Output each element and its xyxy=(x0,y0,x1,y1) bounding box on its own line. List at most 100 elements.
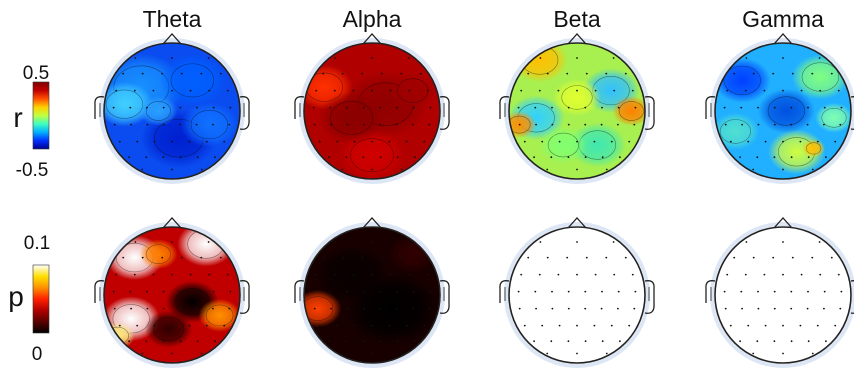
electrode-dot xyxy=(744,89,747,92)
electrode-dot xyxy=(328,340,330,343)
electrode-dot xyxy=(171,89,173,92)
electrode-dot xyxy=(576,273,578,276)
electrode-dot xyxy=(566,256,569,259)
electrode-dot xyxy=(115,273,118,276)
electrode-dot xyxy=(152,273,155,276)
electrode-dot xyxy=(806,123,809,126)
electrode-dot xyxy=(535,123,537,126)
electrode-dot xyxy=(567,307,570,310)
electrode-dot xyxy=(400,256,403,259)
electrode-dot xyxy=(733,72,736,75)
electrode-dot xyxy=(617,307,619,310)
nose xyxy=(362,217,382,229)
electrode-dot xyxy=(389,273,392,276)
electrode-dot xyxy=(782,168,784,171)
electrode-dot xyxy=(208,89,211,92)
electrode-dot xyxy=(830,72,833,75)
electrode-dot xyxy=(313,307,316,310)
topo-map xyxy=(304,227,440,363)
electrode-dot xyxy=(773,307,776,310)
electrode-dot xyxy=(171,168,173,171)
electrode-dot xyxy=(214,156,216,159)
head-outline xyxy=(714,42,852,180)
electrode-dot xyxy=(352,89,355,92)
electrode-dot xyxy=(745,241,748,243)
electrode-dot xyxy=(839,123,842,126)
electrode-dot xyxy=(180,72,183,75)
electrode-dot xyxy=(400,168,403,171)
electrode-dot xyxy=(739,156,741,159)
electrode-dot xyxy=(362,307,365,310)
electrode-dot xyxy=(379,290,382,293)
electrode-dot xyxy=(527,256,530,259)
electrode-dot xyxy=(576,241,578,243)
electrode-dot xyxy=(628,140,631,143)
electrode-dot xyxy=(153,140,156,143)
electrode-dot xyxy=(745,57,748,59)
colorbar-r xyxy=(32,81,50,150)
electrode-dot xyxy=(782,241,784,243)
electrode-dot xyxy=(408,89,411,92)
electrode-dot xyxy=(811,352,814,355)
electrode-dot xyxy=(333,273,336,276)
electrode-dot xyxy=(212,106,215,109)
electrode-dot xyxy=(729,140,732,143)
electrode-dot xyxy=(371,168,373,171)
electrode-dot xyxy=(371,352,373,355)
electrode-dot xyxy=(807,290,809,293)
electrode-dot xyxy=(633,123,636,126)
electrode-dot xyxy=(791,72,794,75)
electrode-dot xyxy=(196,106,198,109)
head-r-alpha xyxy=(294,33,450,184)
electrode-dot xyxy=(800,273,803,276)
electrode-dot xyxy=(141,256,144,259)
electrode-dot xyxy=(419,256,422,259)
ear-r xyxy=(239,96,250,130)
electrode-dot xyxy=(396,106,398,109)
electrode-dot xyxy=(162,156,165,159)
electrode-dot xyxy=(122,256,125,259)
electrode-dot xyxy=(336,140,339,143)
electrode-dot xyxy=(819,89,822,92)
electrode-dot xyxy=(346,106,348,109)
electrode-dot xyxy=(631,89,634,92)
electrode-dot xyxy=(145,156,148,159)
nose xyxy=(567,217,587,229)
nose xyxy=(362,33,382,45)
electrode-dot xyxy=(756,340,759,343)
electrode-dot xyxy=(312,290,315,293)
electrode-dot xyxy=(541,140,544,143)
electrode-dot xyxy=(205,140,208,143)
electrode-dot xyxy=(757,290,759,293)
band-title-gamma: Gamma xyxy=(742,6,824,32)
electrode-dot xyxy=(189,89,192,92)
electrode-dot xyxy=(362,156,365,159)
electrode-dot xyxy=(517,106,520,109)
ear-r xyxy=(239,280,250,314)
head-p-beta xyxy=(499,217,655,368)
electrode-dot xyxy=(600,123,603,126)
head-p-gamma xyxy=(705,217,854,368)
electrode-dot xyxy=(773,156,776,159)
electrode-dot xyxy=(546,72,549,75)
electrode-dot xyxy=(414,340,416,343)
electrode-dot xyxy=(837,89,840,92)
electrode-dot xyxy=(605,72,608,75)
electrode-dot xyxy=(207,57,210,59)
electrode-dot xyxy=(219,256,222,259)
electrode-dot xyxy=(412,290,415,293)
colorbar-p-min-label: 0 xyxy=(32,344,43,365)
electrode-dot xyxy=(188,140,191,143)
electrode-dot xyxy=(772,72,775,75)
electrode-dot xyxy=(773,106,776,109)
ear-l xyxy=(499,280,510,303)
electrode-dot xyxy=(819,273,822,276)
electrode-dot xyxy=(145,340,148,343)
electrode-dot xyxy=(389,89,392,92)
electrode-dot xyxy=(594,89,597,92)
electrode-dot xyxy=(395,123,398,126)
electrode-dot xyxy=(179,106,182,109)
electrode-dot xyxy=(752,256,755,259)
electrode-dot xyxy=(379,156,382,159)
electrode-dot xyxy=(539,57,542,59)
